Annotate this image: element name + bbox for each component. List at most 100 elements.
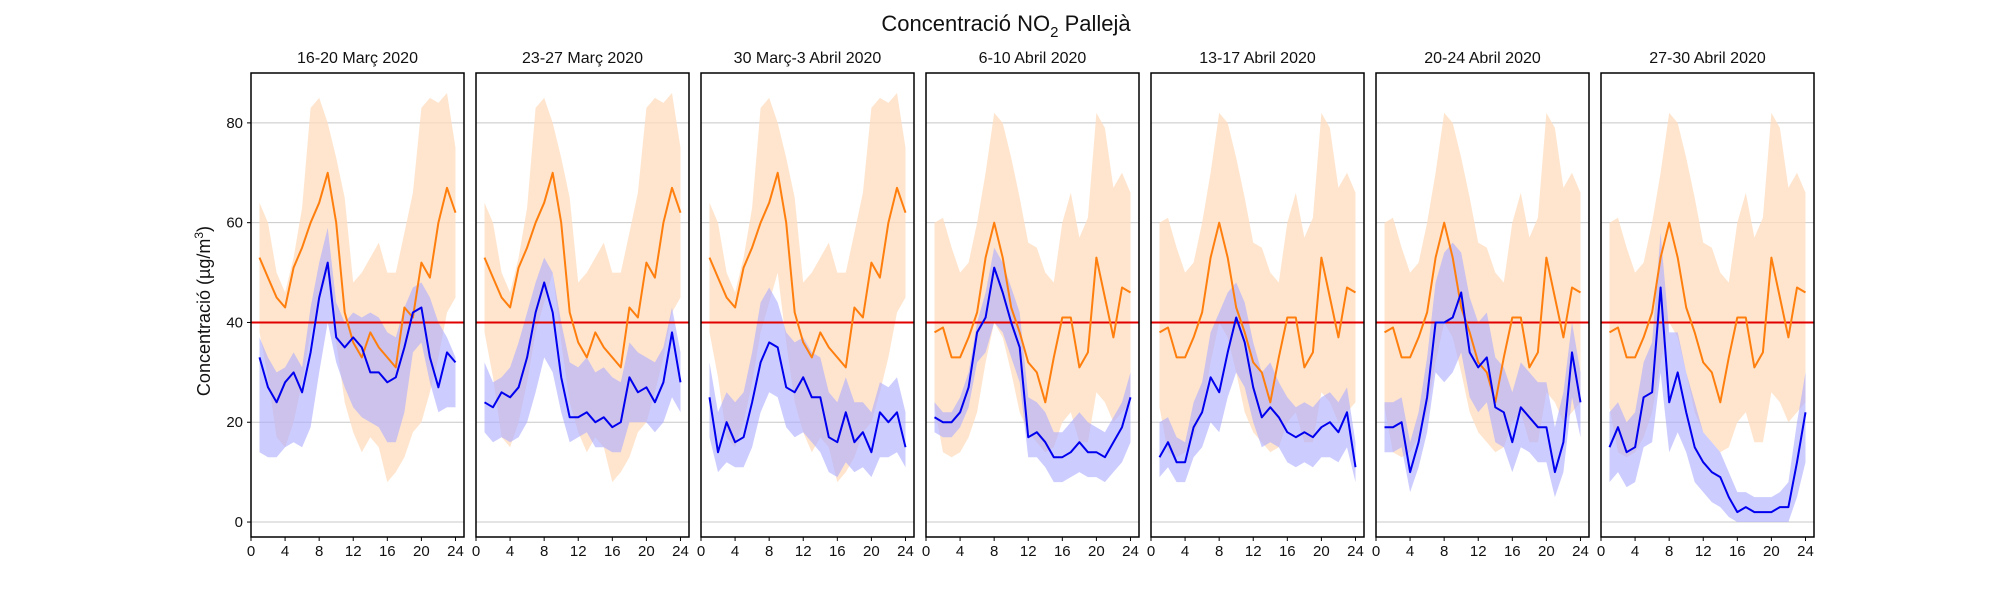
y-axis-label-end: ): [194, 226, 214, 232]
panel-title: 30 Març-3 Abril 2020: [734, 50, 882, 67]
y-axis-label-main: Concentració (µg/m: [194, 239, 214, 396]
panel-plot-area: [1376, 112, 1589, 523]
y-tick-label: 20: [226, 414, 243, 431]
blue-series-line: [708, 341, 907, 454]
x-tick-label: 4: [1631, 543, 1639, 560]
x-tick-label: 4: [506, 543, 514, 560]
panel-2: 23-27 Març 2020 0 4 8 12 16 20 24: [472, 50, 690, 560]
x-tick-label: 8: [765, 543, 773, 560]
x-tick-label: 20: [638, 543, 655, 560]
panel-6: 20-24 Abril 2020 0 4 8 12 16 20 24: [1372, 50, 1590, 560]
y-axis-label: Concentració (µg/m3): [192, 226, 214, 396]
panel-plot-area: [251, 93, 464, 523]
blue-range-band: [1384, 242, 1581, 498]
x-tick-label: 4: [1406, 543, 1414, 560]
figure-title-rest: Pallejà: [1058, 11, 1131, 36]
panel-title: 6-10 Abril 2020: [979, 50, 1087, 67]
panel-1: 16-20 Març 2020 0 4 8 12 16 20 24 0 20 40 60 80: [226, 50, 465, 560]
x-tick-label: 20: [1763, 543, 1780, 560]
blue-series-line: [258, 261, 457, 404]
x-tick-label: 8: [540, 543, 548, 560]
panel-frame: [700, 72, 915, 538]
x-tick-label: 12: [1245, 543, 1262, 560]
orange-series-line: [708, 171, 907, 369]
x-tick-label: 16: [1729, 543, 1746, 560]
orange-series-line: [1609, 221, 1807, 404]
x-tick-label: 24: [1572, 543, 1589, 560]
x-tick-label: 16: [1054, 543, 1071, 560]
panel-title: 20-24 Abril 2020: [1424, 50, 1541, 67]
panel-3: 30 Març-3 Abril 2020 0 4 8 12 16 20 24: [697, 50, 915, 560]
x-tick-label: 8: [990, 543, 998, 560]
orange-series-line: [1159, 221, 1357, 404]
panel-frame: [475, 72, 690, 538]
x-tick-label: 24: [1797, 543, 1814, 560]
y-axis-label-superscript: 3: [192, 232, 206, 239]
x-tick-label: 12: [1470, 543, 1487, 560]
y-tick-label: 40: [226, 314, 243, 331]
orange-range-band: [934, 112, 1131, 458]
x-tick-label: 12: [1695, 543, 1712, 560]
blue-series-line: [934, 266, 1132, 459]
x-tick-label: 8: [1215, 543, 1223, 560]
x-tick-label: 16: [829, 543, 846, 560]
x-tick-label: 20: [1313, 543, 1330, 560]
x-tick-label: 4: [1181, 543, 1189, 560]
x-tick-label: 4: [281, 543, 289, 560]
blue-range-band: [709, 287, 906, 478]
x-tick-label: 0: [1372, 543, 1380, 560]
panel-frame: [1150, 72, 1365, 538]
figure-title: Concentració NO2 Pallejà: [881, 11, 1131, 41]
blue-series-line: [1608, 286, 1807, 514]
blue-series-line: [1158, 316, 1357, 468]
y-tick-label: 80: [226, 115, 243, 132]
panel-plot-area: [1151, 112, 1364, 523]
x-tick-label: 20: [1088, 543, 1105, 560]
x-tick-label: 12: [795, 543, 812, 560]
panel-frame: [925, 72, 1140, 538]
orange-range-band: [709, 93, 906, 483]
x-tick-label: 24: [672, 543, 689, 560]
panel-title: 13-17 Abril 2020: [1199, 50, 1316, 67]
x-tick-label: 24: [897, 543, 914, 560]
x-tick-label: 8: [1665, 543, 1673, 560]
panel-plot-area: [926, 112, 1139, 523]
x-tick-label: 20: [1538, 543, 1555, 560]
x-tick-label: 0: [1597, 543, 1605, 560]
x-tick-label: 20: [413, 543, 430, 560]
panel-title: 23-27 Març 2020: [522, 50, 643, 67]
panel-frame: [1375, 72, 1590, 538]
figure-title-main: Concentració NO: [881, 11, 1050, 36]
x-tick-label: 24: [1122, 543, 1139, 560]
x-tick-label: 24: [1347, 543, 1364, 560]
panel-plot-area: [701, 93, 914, 523]
x-tick-label: 4: [956, 543, 964, 560]
blue-range-band: [934, 247, 1131, 483]
panel-frame: [250, 72, 465, 538]
x-tick-label: 24: [447, 543, 464, 560]
x-tick-label: 20: [863, 543, 880, 560]
figure-title-subscript: 2: [1050, 24, 1058, 41]
orange-series-line: [1384, 221, 1582, 404]
y-tick-label: 60: [226, 215, 243, 232]
blue-series-line: [1384, 291, 1582, 474]
x-tick-label: 0: [697, 543, 705, 560]
panel-title: 27-30 Abril 2020: [1649, 50, 1766, 67]
panel-5: 13-17 Abril 2020 0 4 8 12 16 20 24: [1147, 50, 1365, 560]
orange-series-line: [258, 171, 457, 369]
x-tick-label: 16: [379, 543, 396, 560]
orange-series-line: [934, 221, 1132, 404]
x-tick-label: 4: [731, 543, 739, 560]
x-tick-label: 12: [1020, 543, 1037, 560]
x-tick-label: 0: [922, 543, 930, 560]
panel-frame: [1600, 72, 1815, 538]
panel-4: 6-10 Abril 2020 0 4 8 12 16 20 24: [922, 50, 1140, 560]
blue-range-band: [484, 257, 681, 453]
panel-plot-area: [1601, 112, 1814, 523]
x-tick-label: 12: [570, 543, 587, 560]
orange-series-line: [483, 171, 682, 369]
panel-7: 27-30 Abril 2020 0 4 8 12 16 20 24: [1597, 50, 1815, 560]
x-tick-label: 16: [1279, 543, 1296, 560]
